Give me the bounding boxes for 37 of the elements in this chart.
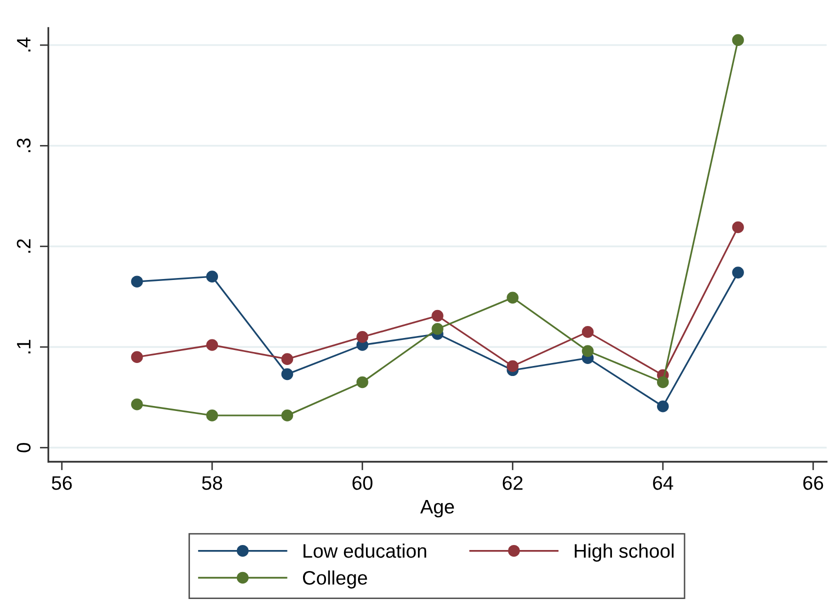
- point: [506, 292, 519, 304]
- legend-label: College: [302, 570, 368, 589]
- point: [582, 345, 594, 357]
- x-tick-label: 58: [202, 476, 222, 490]
- x-tick-label: 66: [803, 476, 824, 490]
- x-axis-title: Age: [420, 500, 454, 518]
- point: [206, 410, 218, 422]
- point: [131, 398, 143, 410]
- legend-label: High school: [574, 544, 674, 562]
- point: [281, 353, 294, 365]
- y-tick-label: .1: [17, 340, 30, 354]
- point: [356, 331, 368, 343]
- point: [356, 376, 368, 388]
- point: [432, 322, 444, 335]
- point: [131, 351, 143, 363]
- point: [732, 221, 744, 234]
- point: [206, 339, 218, 351]
- x-tick-label: 62: [502, 476, 522, 490]
- y-tick-label: .3: [16, 138, 31, 152]
- point: [732, 266, 744, 278]
- y-tick-label: .4: [17, 38, 30, 52]
- point: [656, 376, 669, 388]
- y-tick-label: .2: [16, 239, 30, 253]
- point: [656, 400, 669, 412]
- point: [506, 360, 519, 372]
- point: [281, 410, 294, 422]
- point: [432, 310, 444, 322]
- point: [131, 276, 143, 288]
- point: [206, 270, 218, 282]
- point: [281, 368, 294, 380]
- x-tick-label: 56: [52, 476, 72, 490]
- legend-label: Low education: [304, 544, 426, 558]
- x-tick-label: 64: [653, 476, 674, 490]
- point: [582, 326, 594, 338]
- x-tick-label: 60: [352, 476, 372, 490]
- point: [732, 34, 744, 46]
- y-tick-label: 0: [16, 443, 31, 452]
